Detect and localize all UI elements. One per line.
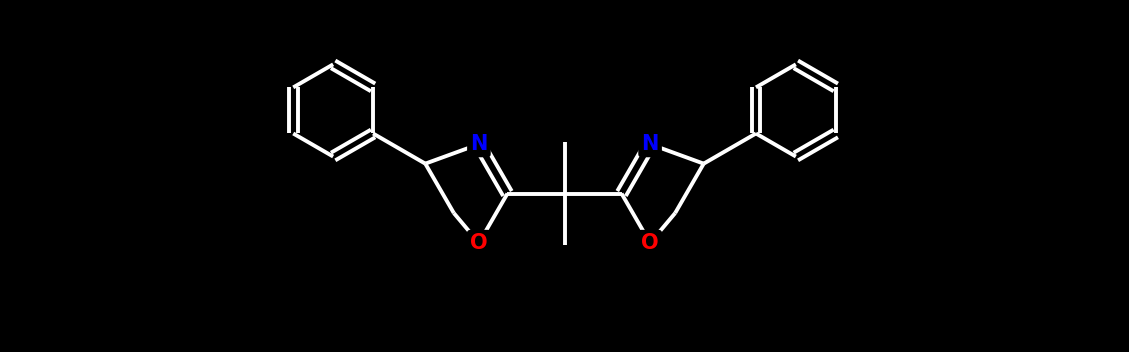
Text: O: O (641, 233, 659, 253)
Text: N: N (641, 134, 658, 154)
Text: O: O (470, 233, 488, 253)
Text: N: N (471, 134, 488, 154)
